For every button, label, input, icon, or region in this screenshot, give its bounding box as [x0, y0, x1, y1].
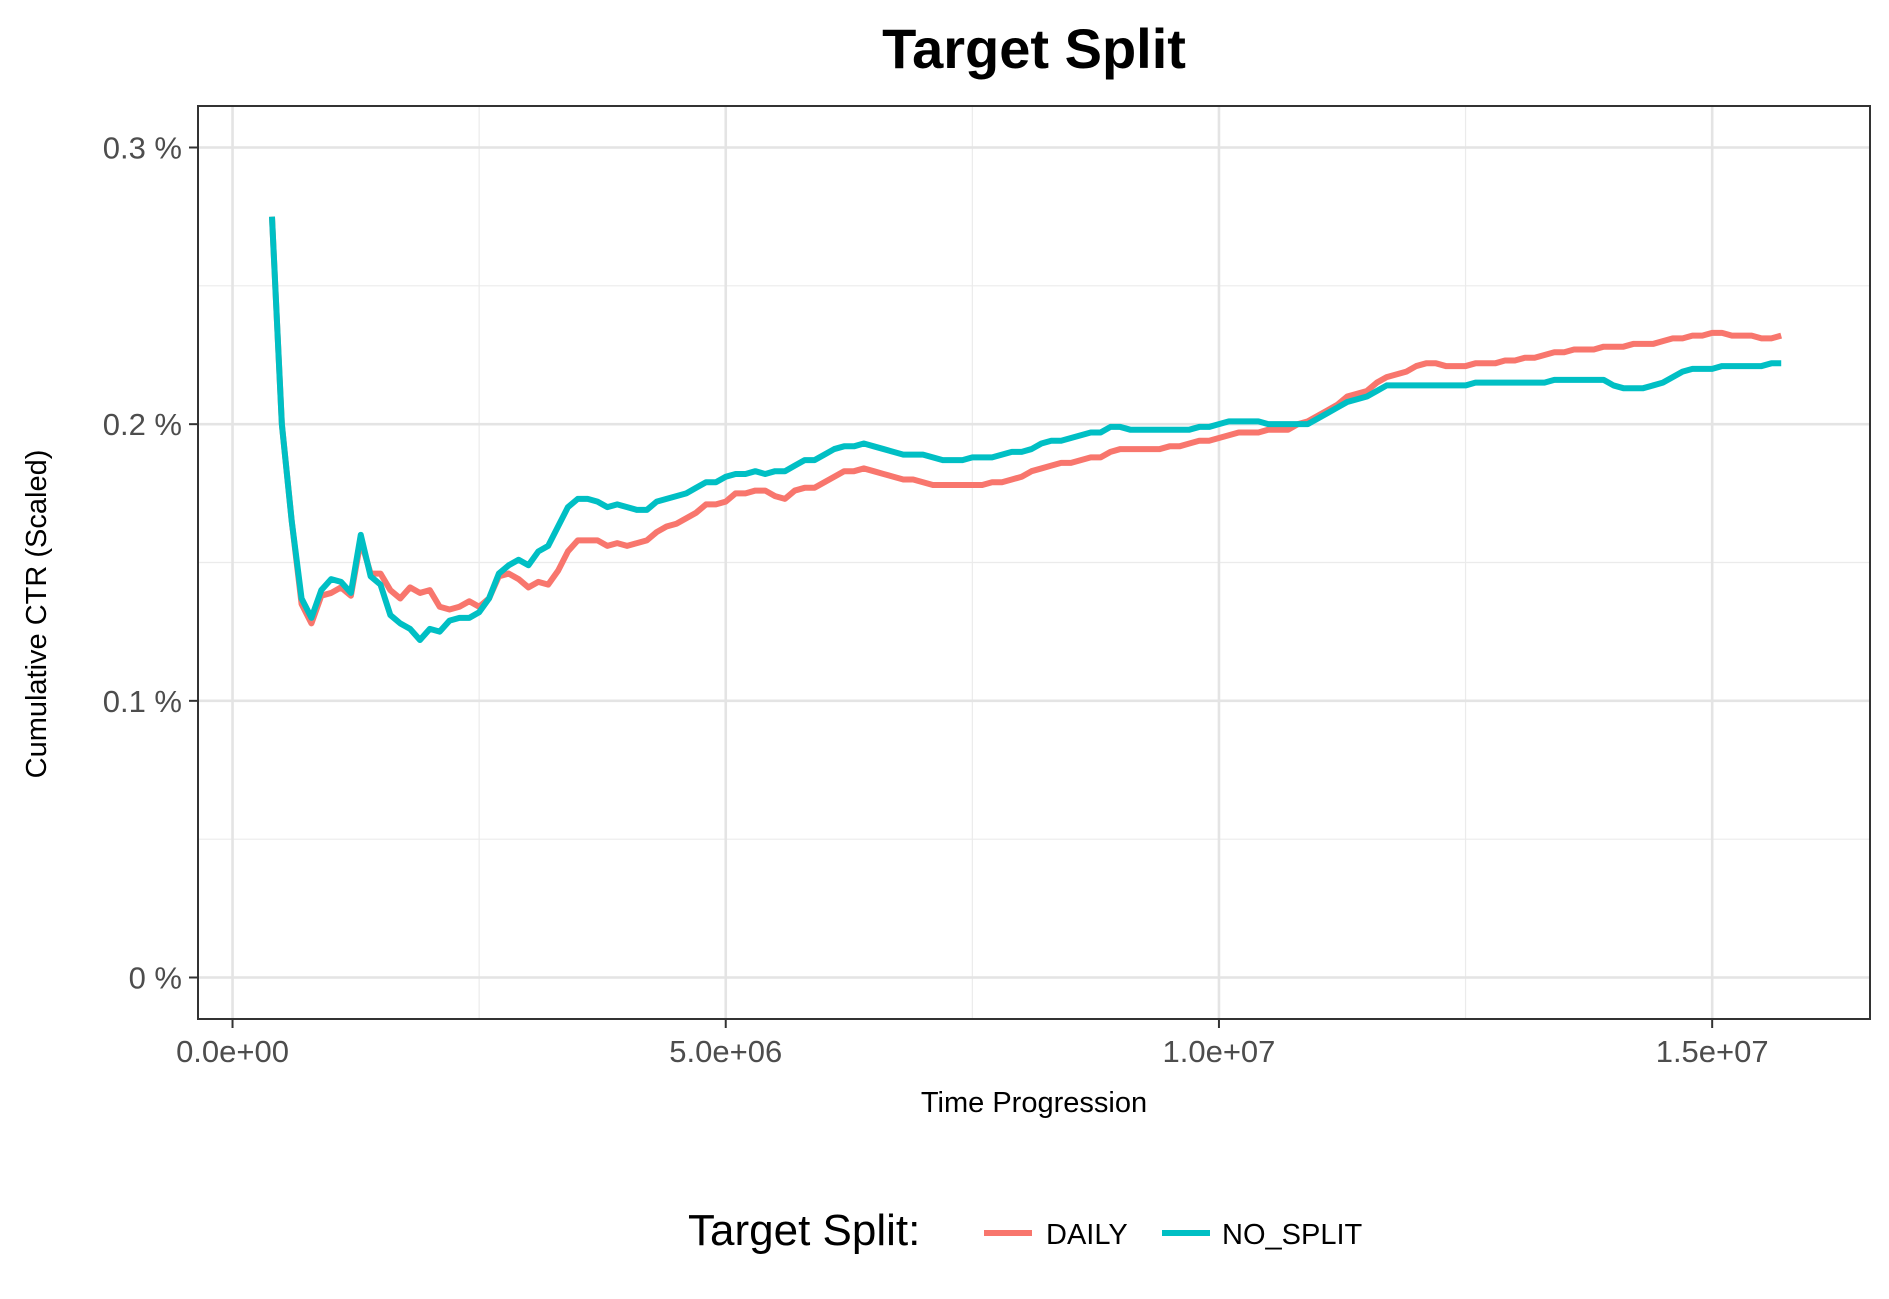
y-tick-label: 0.2 %: [103, 407, 182, 442]
series-line-daily: [268, 216, 1783, 627]
legend-label: NO_SPLIT: [1222, 1219, 1362, 1251]
plot-area: [197, 105, 1871, 1020]
legend-label: DAILY: [1046, 1219, 1128, 1251]
plot-panel-border: [197, 105, 1871, 1020]
major-gridlines: [198, 106, 1870, 1019]
x-tick-label: 1.0e+07: [1162, 1034, 1275, 1069]
series-lines: [268, 216, 1783, 643]
legend: Target Split: DAILY NO_SPLIT: [688, 1206, 1362, 1255]
x-tick-label: 0.0e+00: [176, 1034, 289, 1069]
minor-gridlines: [198, 106, 1870, 1019]
series-line-no-split: [268, 216, 1782, 643]
y-tick-label: 0 %: [129, 961, 182, 996]
x-tick-label: 1.5e+07: [1656, 1034, 1769, 1069]
y-tick-label: 0.3 %: [103, 131, 182, 166]
y-tick-label: 0.1 %: [103, 684, 182, 719]
y-axis: 0 % 0.1 % 0.2 % 0.3 %: [103, 131, 198, 996]
x-tick-label: 5.0e+06: [669, 1034, 782, 1069]
x-axis-title: Time Progression: [921, 1087, 1147, 1119]
legend-title: Target Split:: [688, 1206, 920, 1255]
y-axis-title: Cumulative CTR (Scaled): [21, 450, 53, 779]
legend-items: DAILY NO_SPLIT: [984, 1219, 1362, 1251]
x-axis: 0.0e+00 5.0e+06 1.0e+07 1.5e+07: [176, 1019, 1769, 1069]
chart-title: Target Split: [882, 17, 1186, 80]
